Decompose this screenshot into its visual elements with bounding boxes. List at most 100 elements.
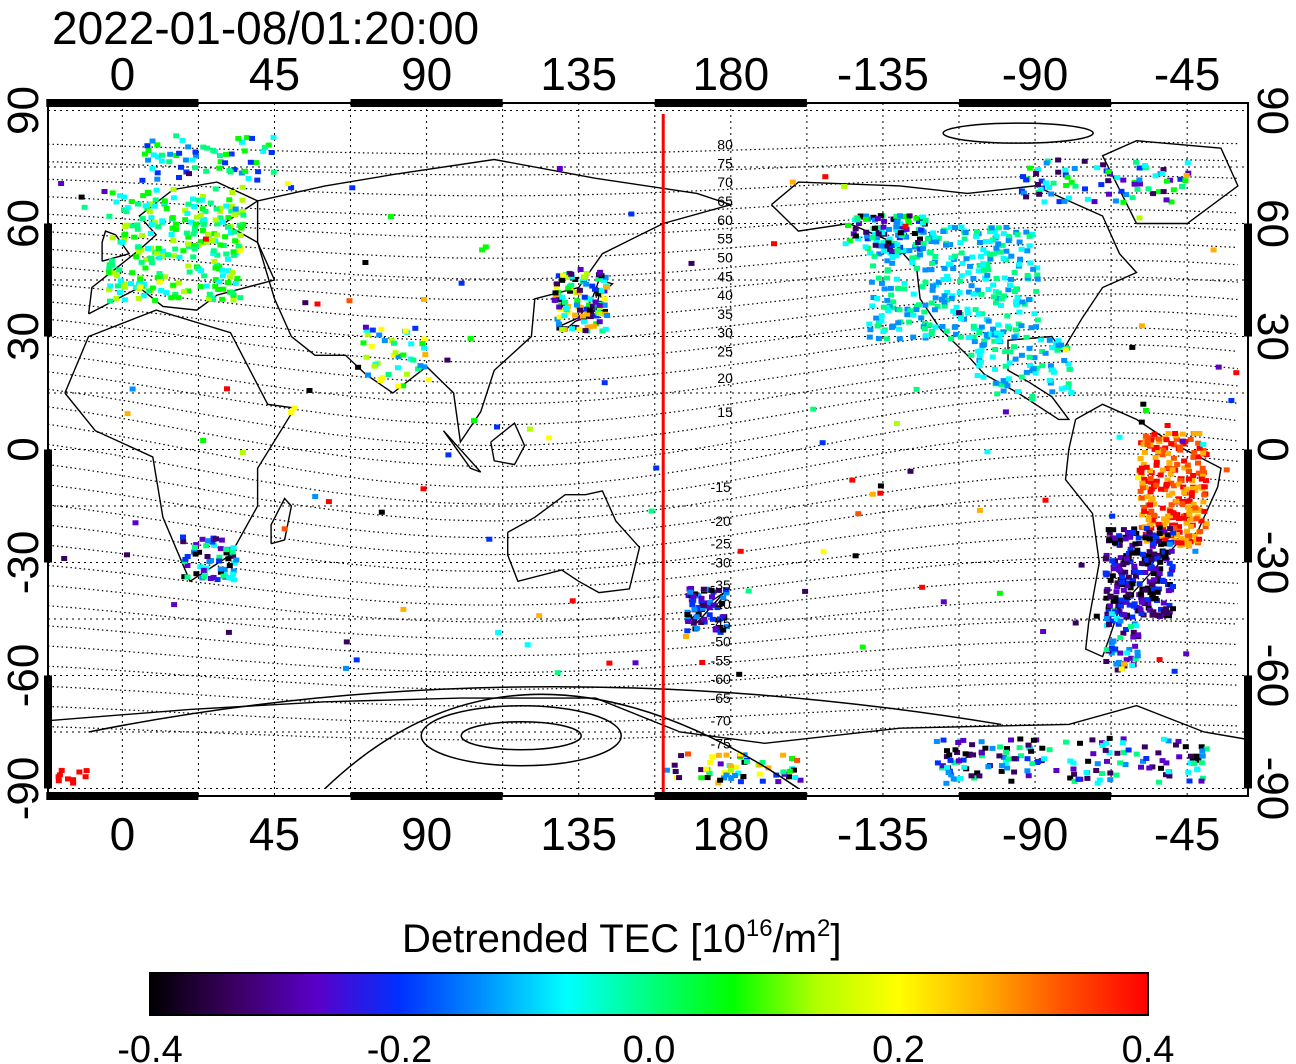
tec-cell (224, 224, 231, 230)
tec-cell (1195, 460, 1201, 466)
tec-cell (233, 557, 240, 563)
left-lat-label: 0 (0, 437, 48, 461)
tec-cell (1017, 256, 1024, 262)
tec-cell (222, 234, 229, 240)
tec-cell (1185, 476, 1192, 482)
tec-cell (1132, 656, 1139, 662)
tec-cell (1187, 760, 1194, 766)
tec-cell (193, 153, 200, 159)
tec-cell (1127, 534, 1134, 540)
tec-cell (191, 204, 198, 209)
tec-cell (1037, 186, 1044, 192)
tec-cell (940, 737, 947, 743)
tec-cell (598, 288, 605, 294)
tec-cell (185, 144, 192, 150)
tec-cell (988, 225, 995, 231)
tec-cell (1177, 176, 1184, 182)
tec-cell (1163, 760, 1170, 766)
tec-cell (898, 224, 905, 229)
tec-cell (648, 508, 655, 514)
axis-tick-bar (1244, 449, 1252, 563)
tec-cell (265, 142, 272, 148)
tec-cell (872, 242, 879, 248)
tec-cell (945, 277, 952, 282)
tec-cell (226, 168, 233, 173)
tec-cell (1144, 553, 1151, 559)
tec-cell (114, 273, 120, 279)
tec-cell (874, 323, 881, 329)
tec-cell (1071, 778, 1078, 784)
tec-cell (1188, 490, 1195, 496)
tec-cell (920, 245, 927, 251)
tec-cell (223, 151, 229, 157)
bottom-lon-label: -135 (837, 808, 929, 860)
tec-cell (1185, 504, 1191, 510)
tec-cell (789, 179, 796, 185)
axis-tick-bar (44, 449, 52, 563)
tec-cell (1050, 180, 1057, 186)
tec-cell (1026, 165, 1033, 171)
tec-cell (1172, 431, 1179, 436)
tec-cell (962, 230, 969, 235)
tec-cell (1123, 627, 1129, 632)
tec-cell (699, 605, 706, 611)
tec-cell (1103, 588, 1110, 594)
tec-cell (1166, 560, 1173, 566)
tec-cell (584, 325, 591, 330)
tec-cell (1094, 780, 1101, 786)
tec-cell (877, 483, 884, 489)
tec-cell (998, 303, 1004, 308)
tec-cell (1146, 529, 1153, 535)
tec-cell (1006, 360, 1013, 366)
tec-cell (976, 353, 983, 359)
tec-cell (1000, 231, 1007, 237)
tec-cell (870, 214, 877, 220)
tec-cell (314, 301, 321, 307)
tec-cell (190, 231, 197, 237)
tec-cell (421, 345, 428, 351)
tec-cell (714, 605, 721, 611)
tec-cell (1026, 243, 1033, 249)
tec-cell (197, 284, 204, 290)
left-lat-label: 30 (0, 312, 48, 361)
tec-cell (1005, 376, 1012, 382)
tec-cell (1018, 352, 1025, 358)
tec-cell (147, 231, 154, 236)
tec-cell (1063, 183, 1070, 188)
tec-cell (1117, 555, 1124, 561)
tec-cell (135, 244, 142, 250)
tec-cell (724, 624, 730, 630)
tec-cell (862, 216, 869, 222)
tec-cell (576, 287, 583, 293)
tec-cell (987, 229, 994, 235)
colorbar-gradient (149, 972, 1149, 1016)
tec-cell (698, 775, 705, 781)
tec-cell (577, 307, 583, 313)
tec-cell (960, 737, 967, 743)
tec-cell (185, 234, 192, 240)
tec-cell (149, 138, 156, 144)
tec-cell (61, 556, 68, 561)
tec-cell (917, 227, 924, 233)
tec-cell (876, 251, 883, 257)
tec-cell (894, 242, 901, 248)
tec-cell (1142, 450, 1148, 455)
tec-cell (572, 277, 579, 282)
tec-cell (1200, 450, 1207, 456)
tec-cell (1100, 162, 1107, 168)
tec-cell (874, 296, 881, 301)
tec-cell (922, 279, 929, 285)
tec-cell (910, 334, 917, 340)
tec-cell (935, 235, 942, 241)
tec-cell (164, 252, 171, 258)
bottom-lon-label: 135 (540, 808, 617, 860)
tec-cell (922, 267, 929, 273)
tec-cell (1146, 522, 1153, 528)
tec-cell (1155, 586, 1162, 592)
tec-cell (145, 157, 152, 163)
tec-cell (759, 778, 766, 784)
tec-cell (791, 767, 797, 773)
tec-cell (180, 539, 187, 545)
tec-cell (1115, 621, 1122, 627)
tec-cell (1130, 629, 1137, 635)
